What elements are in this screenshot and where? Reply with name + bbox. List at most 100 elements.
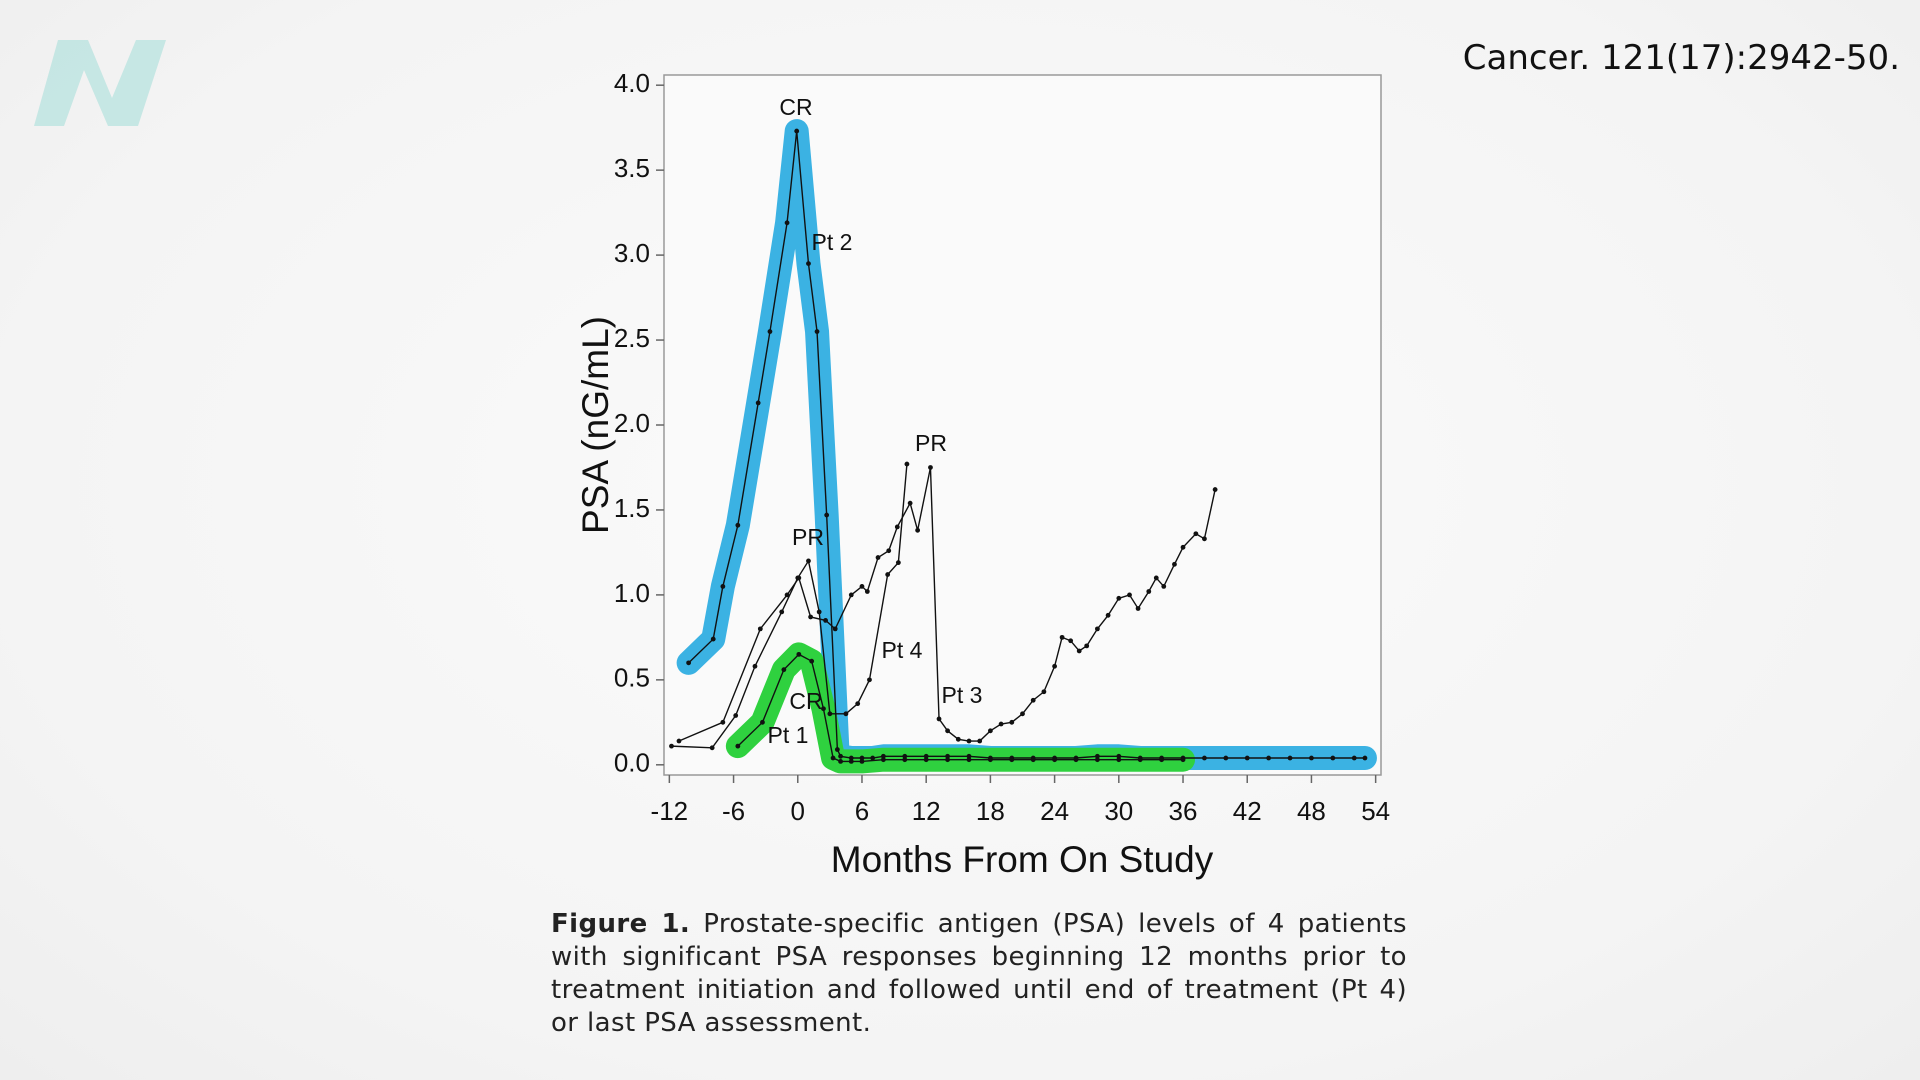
series-line	[678, 467, 1216, 742]
data-point	[945, 757, 950, 763]
y-tick-label: 3.0	[614, 238, 650, 268]
data-point	[859, 584, 865, 589]
data-point	[1127, 592, 1132, 598]
x-tick-label: -12	[651, 796, 689, 826]
data-point	[1137, 757, 1143, 763]
data-point	[760, 719, 765, 725]
annotation: Pt 3	[942, 682, 983, 708]
x-tick-label: -6	[722, 796, 745, 826]
data-point	[1095, 626, 1100, 632]
logo	[34, 40, 166, 126]
data-point	[809, 658, 815, 664]
data-point	[1095, 753, 1100, 759]
data-point	[864, 589, 870, 594]
data-point	[1135, 606, 1141, 611]
data-point	[1180, 544, 1186, 550]
data-point	[824, 512, 830, 518]
data-point	[955, 736, 961, 742]
data-point	[767, 329, 773, 334]
data-point	[784, 592, 790, 598]
x-tick-label: 30	[1104, 796, 1133, 826]
annotation: CR	[789, 688, 822, 714]
data-point	[806, 261, 811, 266]
data-point	[1244, 755, 1250, 761]
data-point	[1309, 755, 1314, 761]
y-axis-label: PSA (nG/mL)	[575, 316, 616, 534]
x-tick-label: 54	[1361, 796, 1390, 826]
data-point	[710, 636, 716, 642]
annotation: PR	[792, 524, 824, 550]
data-point	[848, 592, 854, 598]
data-point	[880, 757, 886, 763]
data-point	[752, 663, 758, 669]
x-tick-label: 24	[1040, 796, 1069, 826]
data-point	[880, 753, 886, 759]
data-point	[669, 743, 674, 749]
data-point	[945, 728, 950, 734]
caption-label: Figure 1.	[551, 909, 691, 939]
data-point	[870, 755, 876, 761]
x-tick-label: 48	[1297, 796, 1326, 826]
data-point	[1095, 757, 1100, 763]
data-point	[1009, 757, 1015, 763]
data-point	[875, 555, 881, 560]
x-tick-label: 36	[1169, 796, 1198, 826]
annotation: Pt 1	[768, 722, 809, 748]
data-point	[1116, 757, 1122, 763]
annotation: PR	[915, 430, 947, 456]
x-tick-label: 6	[855, 796, 869, 826]
data-point	[945, 753, 950, 759]
data-point	[757, 626, 763, 632]
data-point	[902, 757, 908, 763]
x-axis-label: Months From On Study	[831, 839, 1214, 880]
data-point	[1073, 757, 1079, 763]
y-tick-label: 4.0	[614, 68, 650, 98]
data-point	[904, 461, 910, 467]
data-point	[779, 609, 785, 615]
data-point	[816, 609, 822, 615]
data-point	[720, 719, 726, 725]
data-point	[806, 558, 811, 564]
data-point	[977, 738, 983, 744]
x-tick-label: 12	[912, 796, 941, 826]
data-point	[1052, 757, 1058, 763]
data-point	[907, 500, 913, 506]
y-tick-label: 3.5	[614, 153, 650, 183]
data-point	[1030, 697, 1036, 703]
data-point	[1116, 753, 1122, 759]
annotation: Pt 2	[812, 229, 853, 255]
annotation: Pt 4	[882, 637, 923, 663]
data-point	[834, 747, 840, 752]
data-point	[1330, 755, 1336, 761]
data-point	[1266, 755, 1272, 761]
data-point	[859, 759, 865, 764]
data-point	[859, 755, 865, 761]
data-point	[1202, 536, 1207, 542]
data-point	[709, 745, 715, 751]
data-point	[1084, 643, 1090, 649]
series-line	[688, 130, 1365, 759]
data-point	[1362, 755, 1368, 761]
caption-text: Prostate-specific antigen (PSA) levels o…	[551, 909, 1407, 1038]
data-point	[915, 527, 921, 533]
data-point	[686, 660, 692, 666]
data-point	[1076, 648, 1082, 654]
data-point	[755, 400, 761, 406]
data-point	[830, 755, 836, 761]
data-point	[1193, 531, 1199, 537]
data-point	[1153, 575, 1159, 581]
data-point	[867, 677, 872, 683]
data-point	[720, 584, 726, 589]
x-tick-label: 18	[976, 796, 1005, 826]
data-point	[1030, 757, 1036, 763]
lines	[669, 128, 1368, 764]
data-point	[966, 753, 972, 759]
y-tick-label: 2.5	[614, 323, 650, 353]
data-point	[823, 617, 828, 623]
y-tick-label: 1.5	[614, 493, 650, 523]
data-point	[784, 220, 790, 226]
data-point	[987, 728, 993, 734]
citation: Cancer. 121(17):2942-50.	[1462, 38, 1900, 78]
data-point	[987, 757, 993, 763]
data-point	[1068, 638, 1074, 644]
